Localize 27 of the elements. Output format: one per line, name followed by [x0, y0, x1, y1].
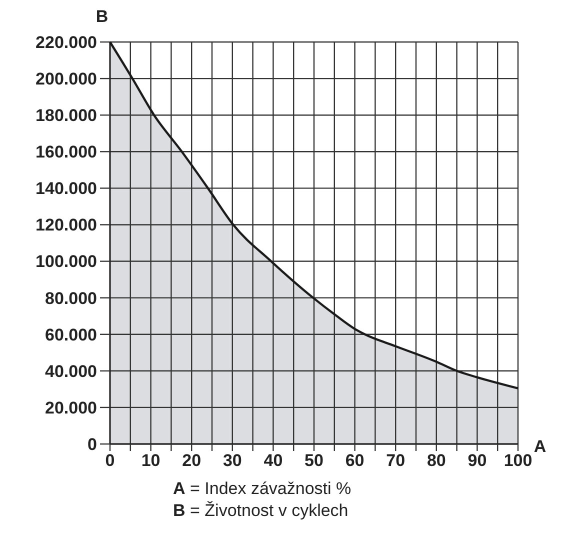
y-tick-label: 20.000 [45, 398, 97, 418]
x-axis-title: A [534, 437, 546, 456]
x-tick-label: 10 [141, 451, 160, 470]
x-tick-label: 70 [386, 451, 406, 470]
y-tick-label: 100.000 [36, 252, 97, 272]
x-tick-label: 50 [304, 451, 324, 470]
x-tick-label: 30 [222, 451, 242, 470]
y-tick-label: 160.000 [36, 142, 97, 162]
y-axis-title: B [96, 7, 108, 26]
x-tick-label: 100 [504, 451, 532, 470]
y-tick-label: 200.000 [36, 69, 97, 88]
text: A = Index závažnosti % [173, 479, 352, 498]
y-tick-label: 60.000 [45, 325, 97, 344]
y-tick-label: 40.000 [45, 362, 97, 381]
x-tick-label: 40 [264, 451, 283, 470]
text: B = Životnost v cyklech [173, 501, 348, 520]
x-tick-label: 60 [345, 451, 364, 470]
x-tick-label: 90 [468, 451, 487, 470]
y-tick-label: 120.000 [36, 216, 97, 235]
y-tick-label: 80.000 [45, 288, 97, 308]
y-tick-label: 220.000 [36, 32, 97, 52]
x-tick-label: 0 [105, 451, 115, 470]
y-tick-label: 180.000 [36, 106, 97, 126]
x-tick-label: 80 [426, 451, 446, 470]
y-tick-label: 140.000 [36, 179, 97, 198]
y-tick-label: 0 [88, 434, 97, 454]
x-tick-label: 20 [182, 451, 202, 470]
